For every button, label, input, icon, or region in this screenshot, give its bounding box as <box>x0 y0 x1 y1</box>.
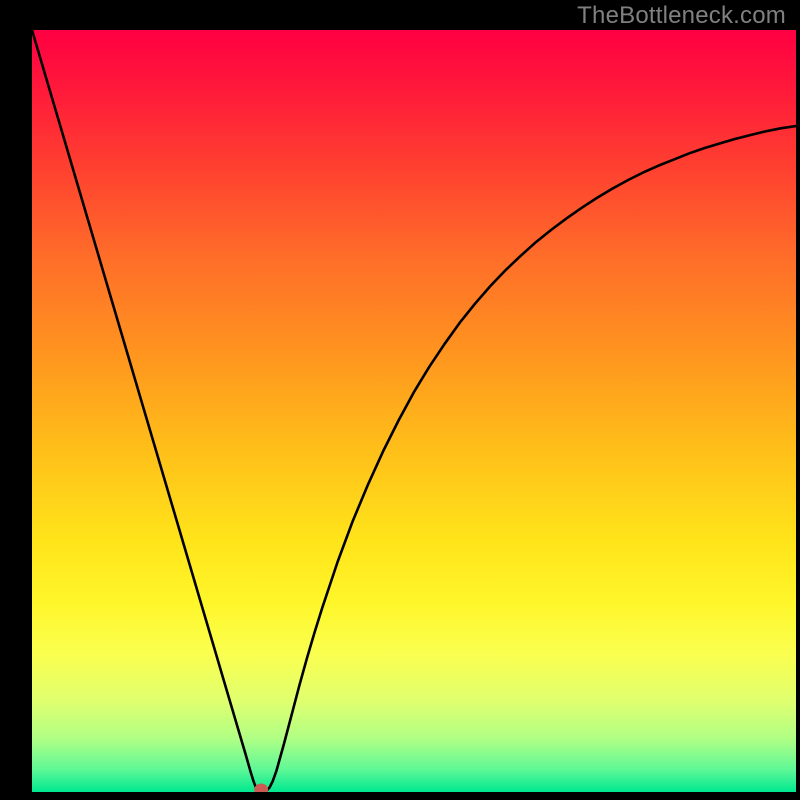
bottleneck-curve <box>32 30 796 792</box>
chart-frame <box>32 30 796 792</box>
chart-svg <box>32 30 796 792</box>
chart-stage: TheBottleneck.com <box>0 0 800 800</box>
watermark-text: TheBottleneck.com <box>577 2 786 30</box>
minimum-marker <box>254 784 268 792</box>
